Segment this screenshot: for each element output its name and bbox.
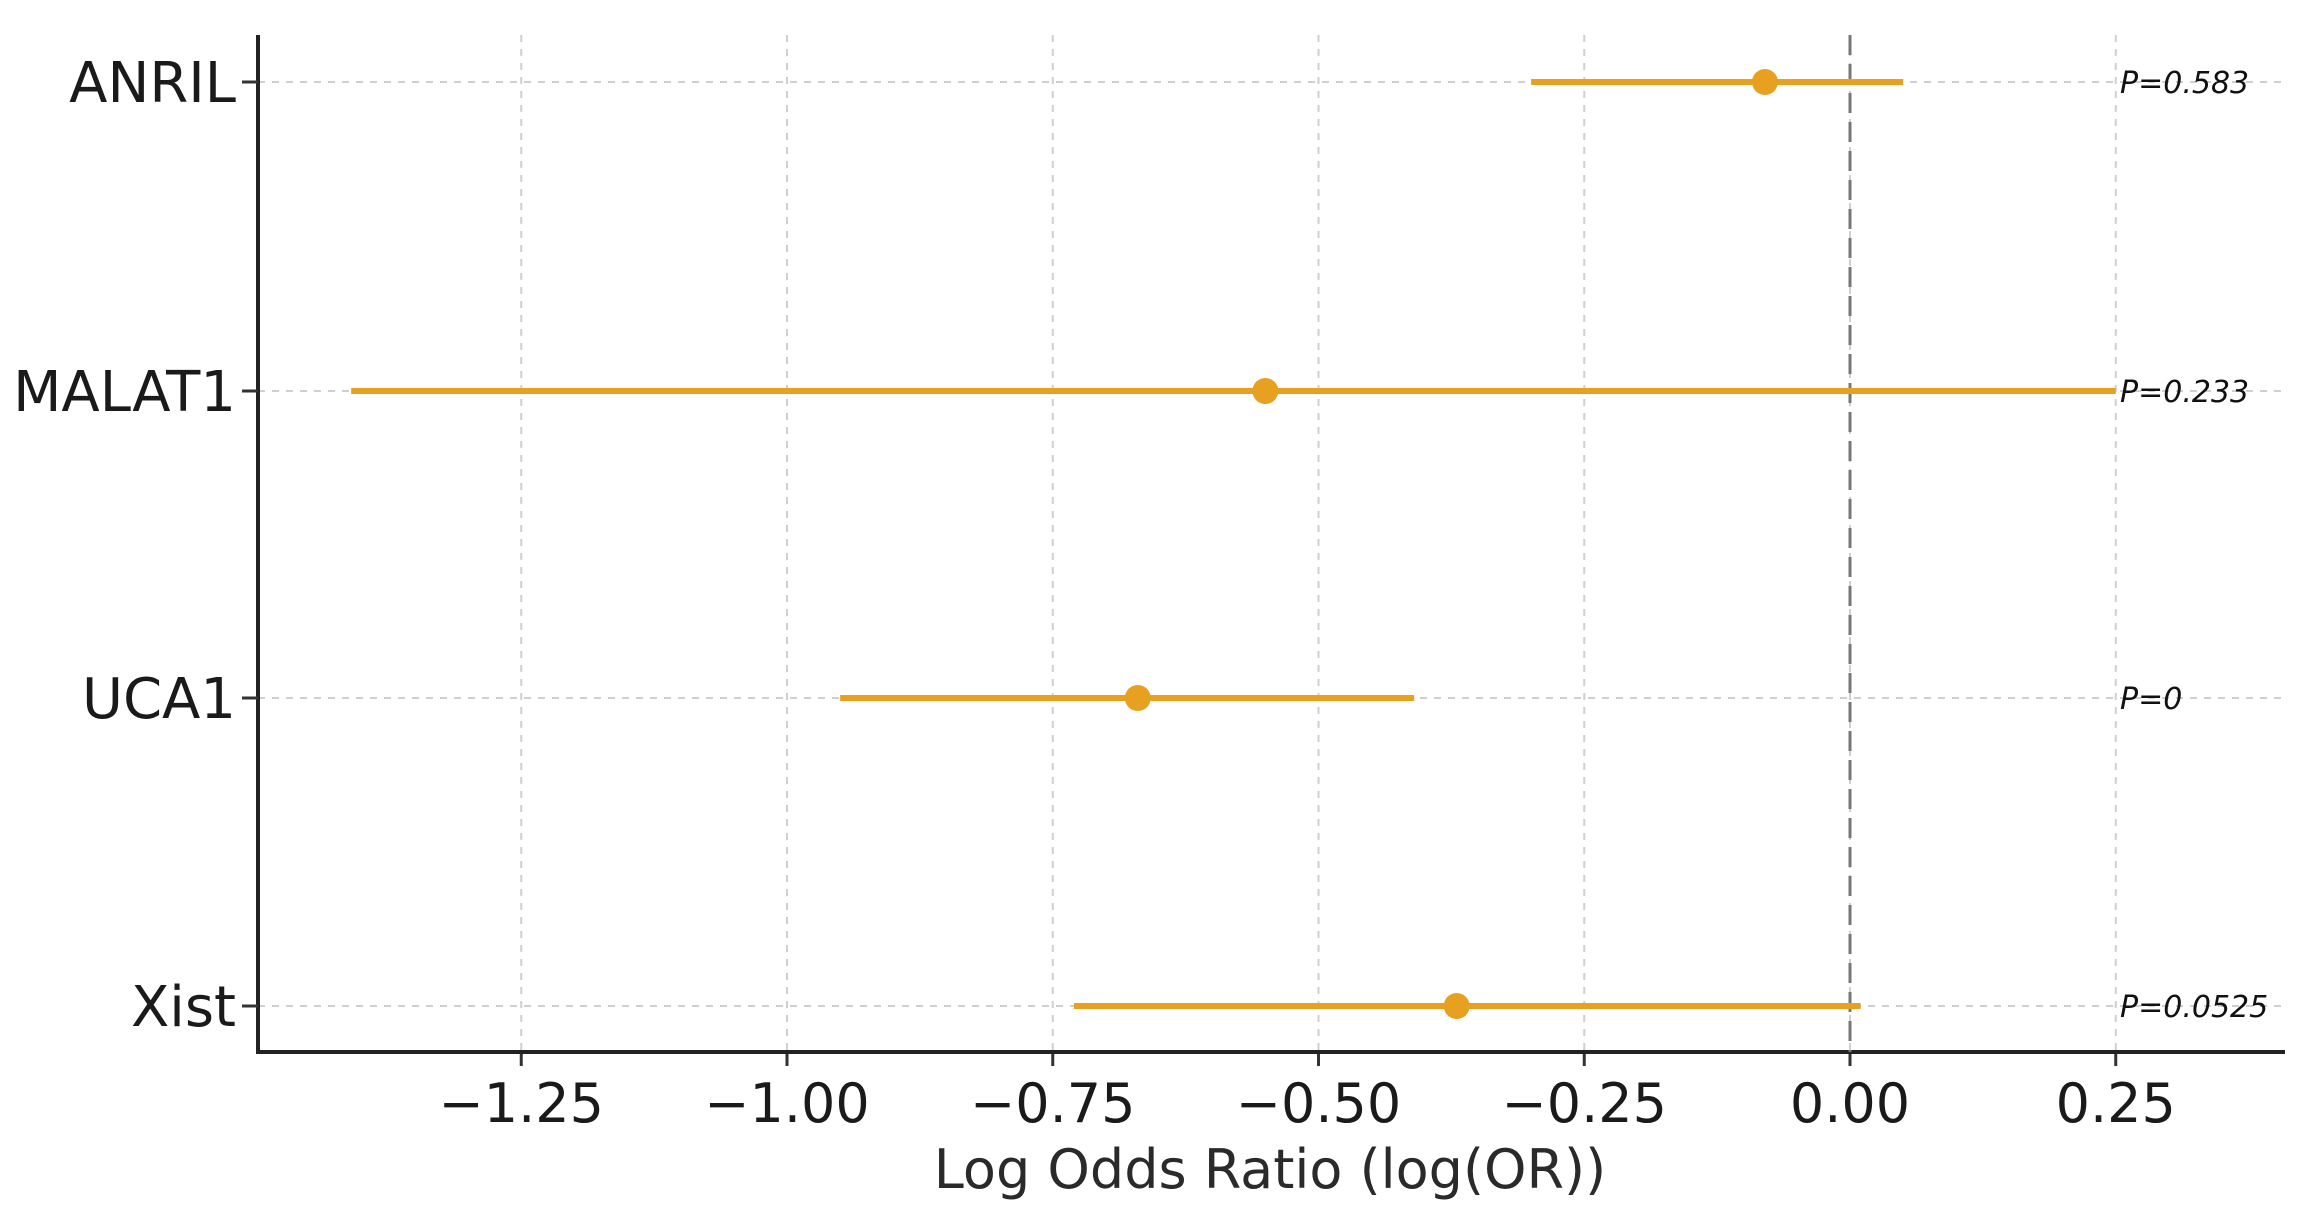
p-value-label: P=0.233 (2120, 375, 2249, 410)
y-tick-label: MALAT1 (13, 360, 236, 425)
point-estimate (1124, 685, 1151, 711)
p-value-label: P=0.583 (2120, 66, 2249, 101)
p-value-label: P=0.0525 (2120, 990, 2268, 1025)
x-tick-label: −1.00 (704, 1072, 869, 1135)
x-tick-label: 0.00 (1790, 1072, 1910, 1135)
x-tick-label: −0.50 (1236, 1072, 1401, 1135)
x-tick-label: −0.25 (1502, 1072, 1667, 1135)
x-tick-label: −0.75 (970, 1072, 1135, 1135)
x-axis-title: Log Odds Ratio (log(OR)) (934, 1138, 1606, 1201)
point-estimate (1443, 993, 1470, 1019)
axis-layer (242, 35, 2285, 1066)
p-value-label: P=0 (2120, 682, 2182, 717)
point-estimate (1751, 69, 1778, 95)
y-tick-label: Xist (131, 975, 236, 1040)
point-estimate (1252, 378, 1279, 404)
y-tick-label: ANRIL (69, 51, 236, 116)
grid-layer (258, 35, 2285, 1052)
label-layer: −1.25 −1.00 −0.75 −0.50 −0.25 0.00 0.25 ANRIL P=… (13, 51, 2268, 1135)
x-tick-label: −1.25 (439, 1072, 604, 1135)
y-tick-label: UCA1 (82, 667, 236, 732)
marks-layer (351, 69, 2116, 1019)
x-tick-label: 0.25 (2056, 1072, 2176, 1135)
